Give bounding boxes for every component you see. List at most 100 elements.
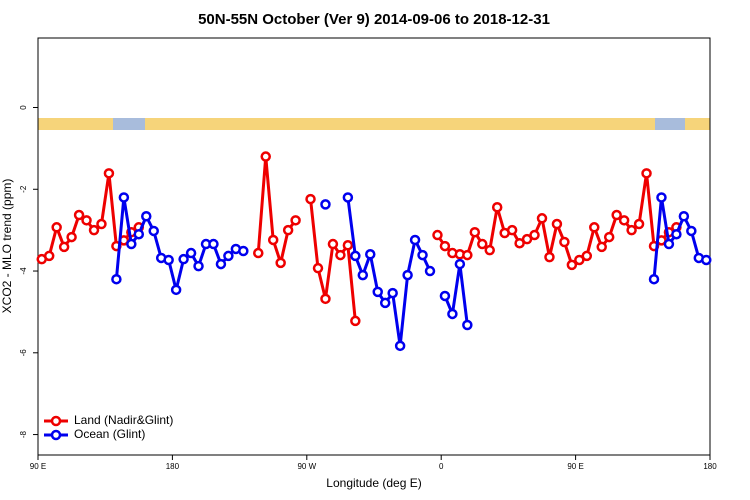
data-point [282, 224, 294, 236]
data-point [185, 247, 197, 259]
legend-label: Land (Nadir&Glint) [74, 413, 173, 427]
data-point [462, 319, 473, 331]
data-point [484, 244, 495, 256]
data-point [521, 233, 533, 245]
data-point [529, 229, 540, 241]
land-band [38, 118, 113, 130]
data-point [559, 236, 570, 248]
y-axis-label: XCO2 - MLO trend (ppm) [0, 179, 14, 314]
data-point [133, 228, 145, 240]
data-point [379, 297, 391, 309]
surface-band [38, 118, 710, 130]
series-line [443, 262, 469, 326]
legend-label: Ocean (Glint) [74, 427, 145, 441]
x-tick-label: 0 [439, 462, 444, 471]
data-point [320, 293, 331, 305]
data-point [51, 222, 62, 233]
data-point [178, 253, 189, 265]
data-point [320, 199, 331, 210]
data-point [342, 192, 354, 203]
data-point [394, 340, 406, 352]
data-point [387, 287, 398, 299]
plot-frame [37, 37, 711, 456]
x-tick-label: 90 W [297, 462, 316, 471]
data-point [275, 257, 286, 269]
data-point [402, 269, 413, 281]
series-line [309, 198, 357, 322]
data-point [238, 245, 249, 257]
data-point [141, 210, 152, 222]
data-point [260, 151, 271, 162]
chart-title: 50N-55N October (Ver 9) 2014-09-06 to 20… [198, 11, 550, 28]
data-point [618, 215, 630, 226]
data-point [66, 231, 77, 243]
data-point [163, 254, 174, 266]
data-point [648, 273, 660, 285]
data-point [671, 228, 682, 240]
data-point [626, 224, 637, 236]
legend-marker [50, 415, 62, 427]
data-point [581, 250, 593, 262]
data-point [365, 249, 376, 260]
x-tick-label: 180 [166, 462, 180, 471]
data-point [126, 238, 137, 250]
data-point [305, 193, 316, 205]
data-point [96, 218, 107, 230]
data-point [454, 258, 466, 270]
data-point [432, 229, 443, 241]
data-point [350, 250, 361, 262]
y-tick-label: -2 [19, 185, 28, 193]
data-point [439, 290, 451, 302]
y-tick-label: 0 [19, 105, 28, 110]
data-point [342, 240, 354, 251]
data-point [603, 231, 615, 243]
series-line [41, 171, 140, 261]
data-point [611, 209, 622, 221]
data-point [477, 238, 488, 250]
data-point [663, 238, 675, 250]
data-point [103, 168, 115, 179]
data-point [447, 308, 458, 320]
data-point [88, 224, 100, 236]
data-point [491, 202, 503, 213]
data-point [58, 241, 70, 253]
data-point [215, 258, 227, 270]
data-point [633, 218, 645, 230]
x-tick-label: 90 E [30, 462, 46, 471]
legend-marker [50, 429, 62, 441]
series [36, 151, 682, 327]
data-point [574, 254, 585, 266]
data-point [290, 215, 301, 226]
data-point [641, 168, 652, 179]
data-point [193, 260, 204, 272]
data-point [118, 192, 130, 203]
data-point [462, 249, 473, 261]
data-point [43, 250, 55, 262]
land-band [685, 118, 710, 130]
land-band [145, 118, 655, 130]
data-point [469, 226, 481, 238]
data-point [267, 234, 279, 246]
y-tick-label: -6 [19, 349, 28, 357]
data-point [253, 247, 264, 259]
data-point [417, 249, 428, 261]
data-point [223, 250, 234, 262]
series-line [256, 155, 297, 265]
x-tick-label: 90 E [567, 462, 583, 471]
data-point [514, 237, 525, 249]
data-point [686, 225, 697, 237]
data-point [596, 241, 607, 253]
data-point [536, 213, 548, 224]
series [111, 192, 712, 352]
data-point [170, 284, 182, 296]
data-point [506, 224, 518, 236]
data-point [551, 218, 563, 230]
x-tick-label: 180 [703, 462, 717, 471]
data-point [148, 225, 159, 237]
data-point [208, 238, 219, 250]
data-point [327, 238, 339, 250]
data-point [350, 315, 361, 327]
x-axis-label: Longitude (deg E) [326, 476, 421, 490]
data-point [111, 273, 122, 285]
